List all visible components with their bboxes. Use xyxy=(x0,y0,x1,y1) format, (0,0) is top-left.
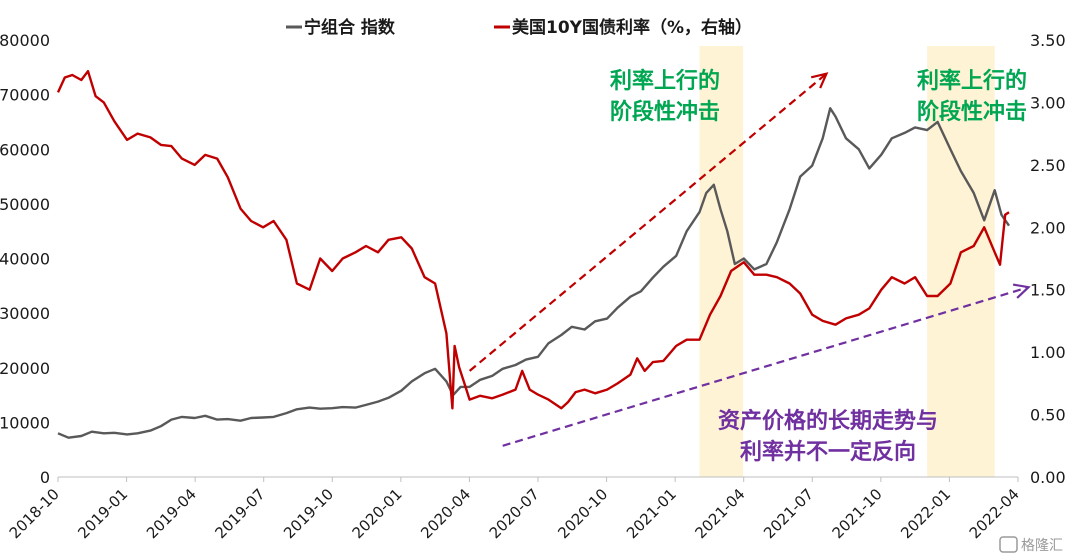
watermark-logo-icon xyxy=(999,536,1018,553)
y-right-tick-label: 1.50 xyxy=(1030,281,1066,300)
y-left-tick-label: 80000 xyxy=(0,31,50,50)
x-tick-label: 2020-10 xyxy=(554,485,611,542)
y-right-tick-label: 2.00 xyxy=(1030,218,1066,237)
legend: 宁组合 指数 美国10Y国债利率（%，右轴） xyxy=(286,17,752,38)
y-right-tick-label: 1.00 xyxy=(1030,343,1066,362)
y-left-tick-label: 50000 xyxy=(0,195,50,214)
x-tick-label: 2022-01 xyxy=(897,485,954,542)
x-tick-label: 2020-01 xyxy=(349,485,406,542)
trend-arrow-head-2 xyxy=(1012,283,1031,299)
annotation-shock2-line-2: 阶段性冲击 xyxy=(917,99,1027,125)
y-left-tick-label: 60000 xyxy=(0,140,50,159)
x-tick-label: 2021-01 xyxy=(623,485,680,542)
x-tick-label: 2019-04 xyxy=(143,485,200,542)
annotation-trend-line-1: 资产价格的长期走势与 xyxy=(718,408,938,434)
x-tick-label: 2021-07 xyxy=(760,485,817,542)
y-right-tick-label: 2.50 xyxy=(1030,156,1066,175)
annotation-shock1-line-1: 利率上行的 xyxy=(610,68,720,94)
y-left-tick-label: 40000 xyxy=(0,250,50,269)
y-right-tick-label: 3.50 xyxy=(1030,31,1066,50)
x-tick-label: 2019-10 xyxy=(280,485,337,542)
y-left-tick-label: 70000 xyxy=(0,86,50,105)
axes: 0 10000 20000 30000 40000 50000 60000 70000 8000… xyxy=(0,31,1066,542)
trend-arrows xyxy=(468,72,1031,447)
trend-arrow-head-1 xyxy=(810,72,829,89)
y-left-tick-label: 20000 xyxy=(0,359,50,378)
annotation-trend-line-2: 利率并不一定反向 xyxy=(740,439,916,465)
x-tick-label: 2022-04 xyxy=(966,485,1023,542)
y-left-tick-label: 0 xyxy=(40,468,50,487)
y-left-tick-label: 10000 xyxy=(0,413,50,432)
legend-label-2: 美国10Y国债利率（%，右轴） xyxy=(512,17,752,38)
shaded-region-2 xyxy=(927,46,995,477)
series-line-1 xyxy=(57,107,1010,439)
x-tick-label: 2020-04 xyxy=(417,485,474,542)
x-tick-label: 2018-10 xyxy=(6,485,63,542)
annotation-shock2-line-1: 利率上行的 xyxy=(917,68,1027,94)
y-left-tick-label: 30000 xyxy=(0,304,50,323)
annotation-shock1-line-2: 阶段性冲击 xyxy=(610,99,720,125)
y-right-tick-label: 0.50 xyxy=(1030,406,1066,425)
x-tick-label: 2021-04 xyxy=(691,485,748,542)
series-line-2 xyxy=(56,69,1010,410)
watermark-text: 格隆汇 xyxy=(1021,538,1063,554)
shaded-regions xyxy=(699,46,995,477)
series-lines xyxy=(56,69,1010,439)
trend-arrow-line-2 xyxy=(502,286,1029,447)
y-right-tick-label: 3.00 xyxy=(1030,93,1066,112)
x-tick-label: 2019-07 xyxy=(211,485,268,542)
x-tick-label: 2019-01 xyxy=(74,485,131,542)
x-tick-label: 2020-07 xyxy=(486,485,543,542)
shaded-region-1 xyxy=(699,46,744,477)
y-right-tick-label: 0.00 xyxy=(1030,468,1066,487)
legend-label-1: 宁组合 指数 xyxy=(304,17,396,38)
watermark: 格隆汇 xyxy=(999,536,1063,554)
x-tick-label: 2021-10 xyxy=(829,485,886,542)
